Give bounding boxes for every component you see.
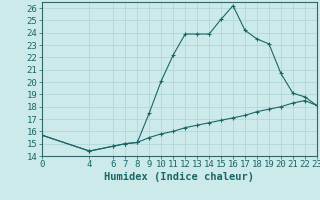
X-axis label: Humidex (Indice chaleur): Humidex (Indice chaleur) — [104, 172, 254, 182]
